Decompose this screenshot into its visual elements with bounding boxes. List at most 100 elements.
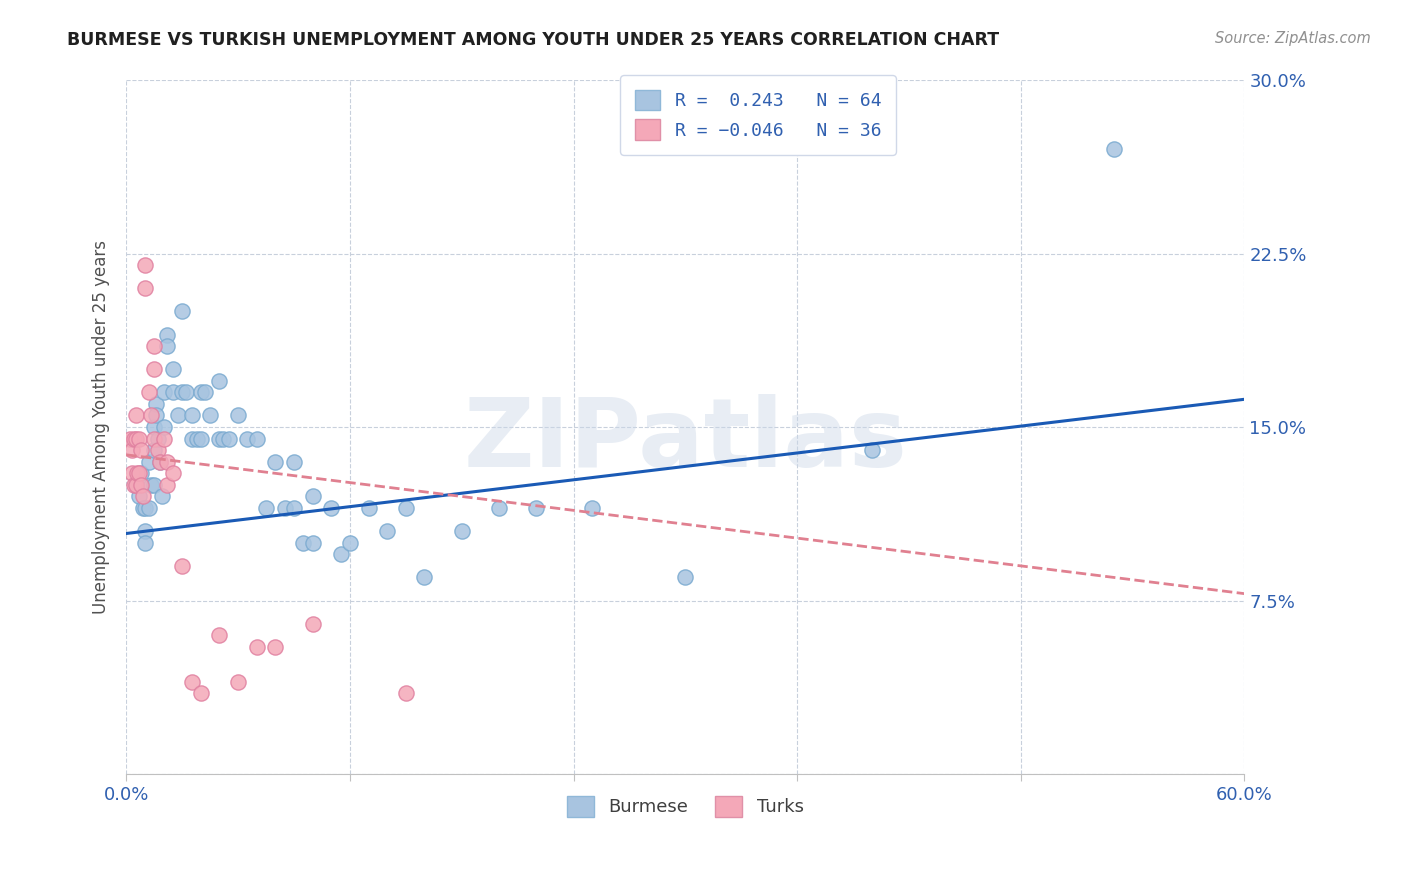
Legend: Burmese, Turks: Burmese, Turks: [560, 789, 811, 824]
Point: [208, 432, 231, 446]
Point: [190, 686, 212, 700]
Point: [273, 501, 295, 516]
Point: [301, 490, 323, 504]
Text: Source: ZipAtlas.com: Source: ZipAtlas.com: [1215, 31, 1371, 46]
Point: [524, 501, 547, 516]
Point: [129, 443, 152, 458]
Point: [254, 501, 277, 516]
Point: [172, 385, 194, 400]
Point: [134, 501, 156, 516]
Point: [283, 455, 305, 469]
Point: [167, 409, 190, 423]
Point: [128, 432, 150, 446]
Point: [198, 409, 221, 423]
Point: [246, 432, 269, 446]
Point: [180, 409, 202, 423]
Point: [132, 490, 155, 504]
Point: [180, 674, 202, 689]
Point: [673, 570, 696, 584]
Point: [134, 281, 156, 295]
Point: [128, 467, 150, 481]
Point: [143, 432, 166, 446]
Text: BURMESE VS TURKISH UNEMPLOYMENT AMONG YOUTH UNDER 25 YEARS CORRELATION CHART: BURMESE VS TURKISH UNEMPLOYMENT AMONG YO…: [67, 31, 1000, 49]
Point: [146, 432, 169, 446]
Point: [450, 524, 472, 538]
Point: [134, 535, 156, 549]
Point: [190, 385, 212, 400]
Point: [124, 409, 146, 423]
Point: [122, 432, 145, 446]
Point: [180, 432, 202, 446]
Point: [236, 432, 259, 446]
Point: [146, 443, 169, 458]
Point: [118, 432, 141, 446]
Point: [149, 455, 172, 469]
Point: [208, 374, 231, 388]
Y-axis label: Unemployment Among Youth under 25 years: Unemployment Among Youth under 25 years: [93, 240, 110, 614]
Point: [152, 385, 174, 400]
Point: [150, 490, 173, 504]
Point: [860, 443, 883, 458]
Point: [190, 432, 212, 446]
Point: [143, 443, 166, 458]
Point: [139, 409, 162, 423]
Point: [152, 420, 174, 434]
Point: [143, 478, 166, 492]
Point: [121, 443, 143, 458]
Point: [156, 339, 179, 353]
Point: [218, 432, 240, 446]
Point: [124, 478, 146, 492]
Point: [264, 640, 287, 654]
Point: [321, 501, 343, 516]
Point: [128, 490, 150, 504]
Point: [375, 524, 398, 538]
Point: [301, 616, 323, 631]
Point: [193, 385, 215, 400]
Point: [174, 385, 197, 400]
Point: [124, 432, 146, 446]
Point: [357, 501, 380, 516]
Point: [186, 432, 208, 446]
Point: [138, 501, 160, 516]
Point: [152, 432, 174, 446]
Point: [134, 258, 156, 272]
Point: [488, 501, 510, 516]
Point: [172, 304, 194, 318]
Point: [1102, 142, 1125, 156]
Point: [124, 478, 146, 492]
Point: [212, 432, 235, 446]
Point: [226, 674, 249, 689]
Point: [208, 628, 231, 642]
Point: [283, 501, 305, 516]
Text: ZIPatlas: ZIPatlas: [464, 394, 907, 487]
Point: [127, 467, 149, 481]
Point: [413, 570, 436, 584]
Point: [226, 409, 249, 423]
Point: [138, 455, 160, 469]
Point: [292, 535, 315, 549]
Point: [145, 397, 167, 411]
Point: [134, 524, 156, 538]
Point: [138, 385, 160, 400]
Point: [395, 501, 418, 516]
Point: [121, 467, 143, 481]
Point: [339, 535, 361, 549]
Point: [149, 455, 172, 469]
Point: [301, 535, 323, 549]
Point: [122, 478, 145, 492]
Point: [145, 409, 167, 423]
Point: [162, 467, 184, 481]
Point: [139, 478, 162, 492]
Point: [132, 501, 155, 516]
Point: [143, 420, 166, 434]
Point: [329, 547, 352, 561]
Point: [246, 640, 269, 654]
Point: [581, 501, 603, 516]
Point: [264, 455, 287, 469]
Point: [162, 385, 184, 400]
Point: [129, 478, 152, 492]
Point: [172, 558, 194, 573]
Point: [156, 478, 179, 492]
Point: [143, 339, 166, 353]
Point: [156, 327, 179, 342]
